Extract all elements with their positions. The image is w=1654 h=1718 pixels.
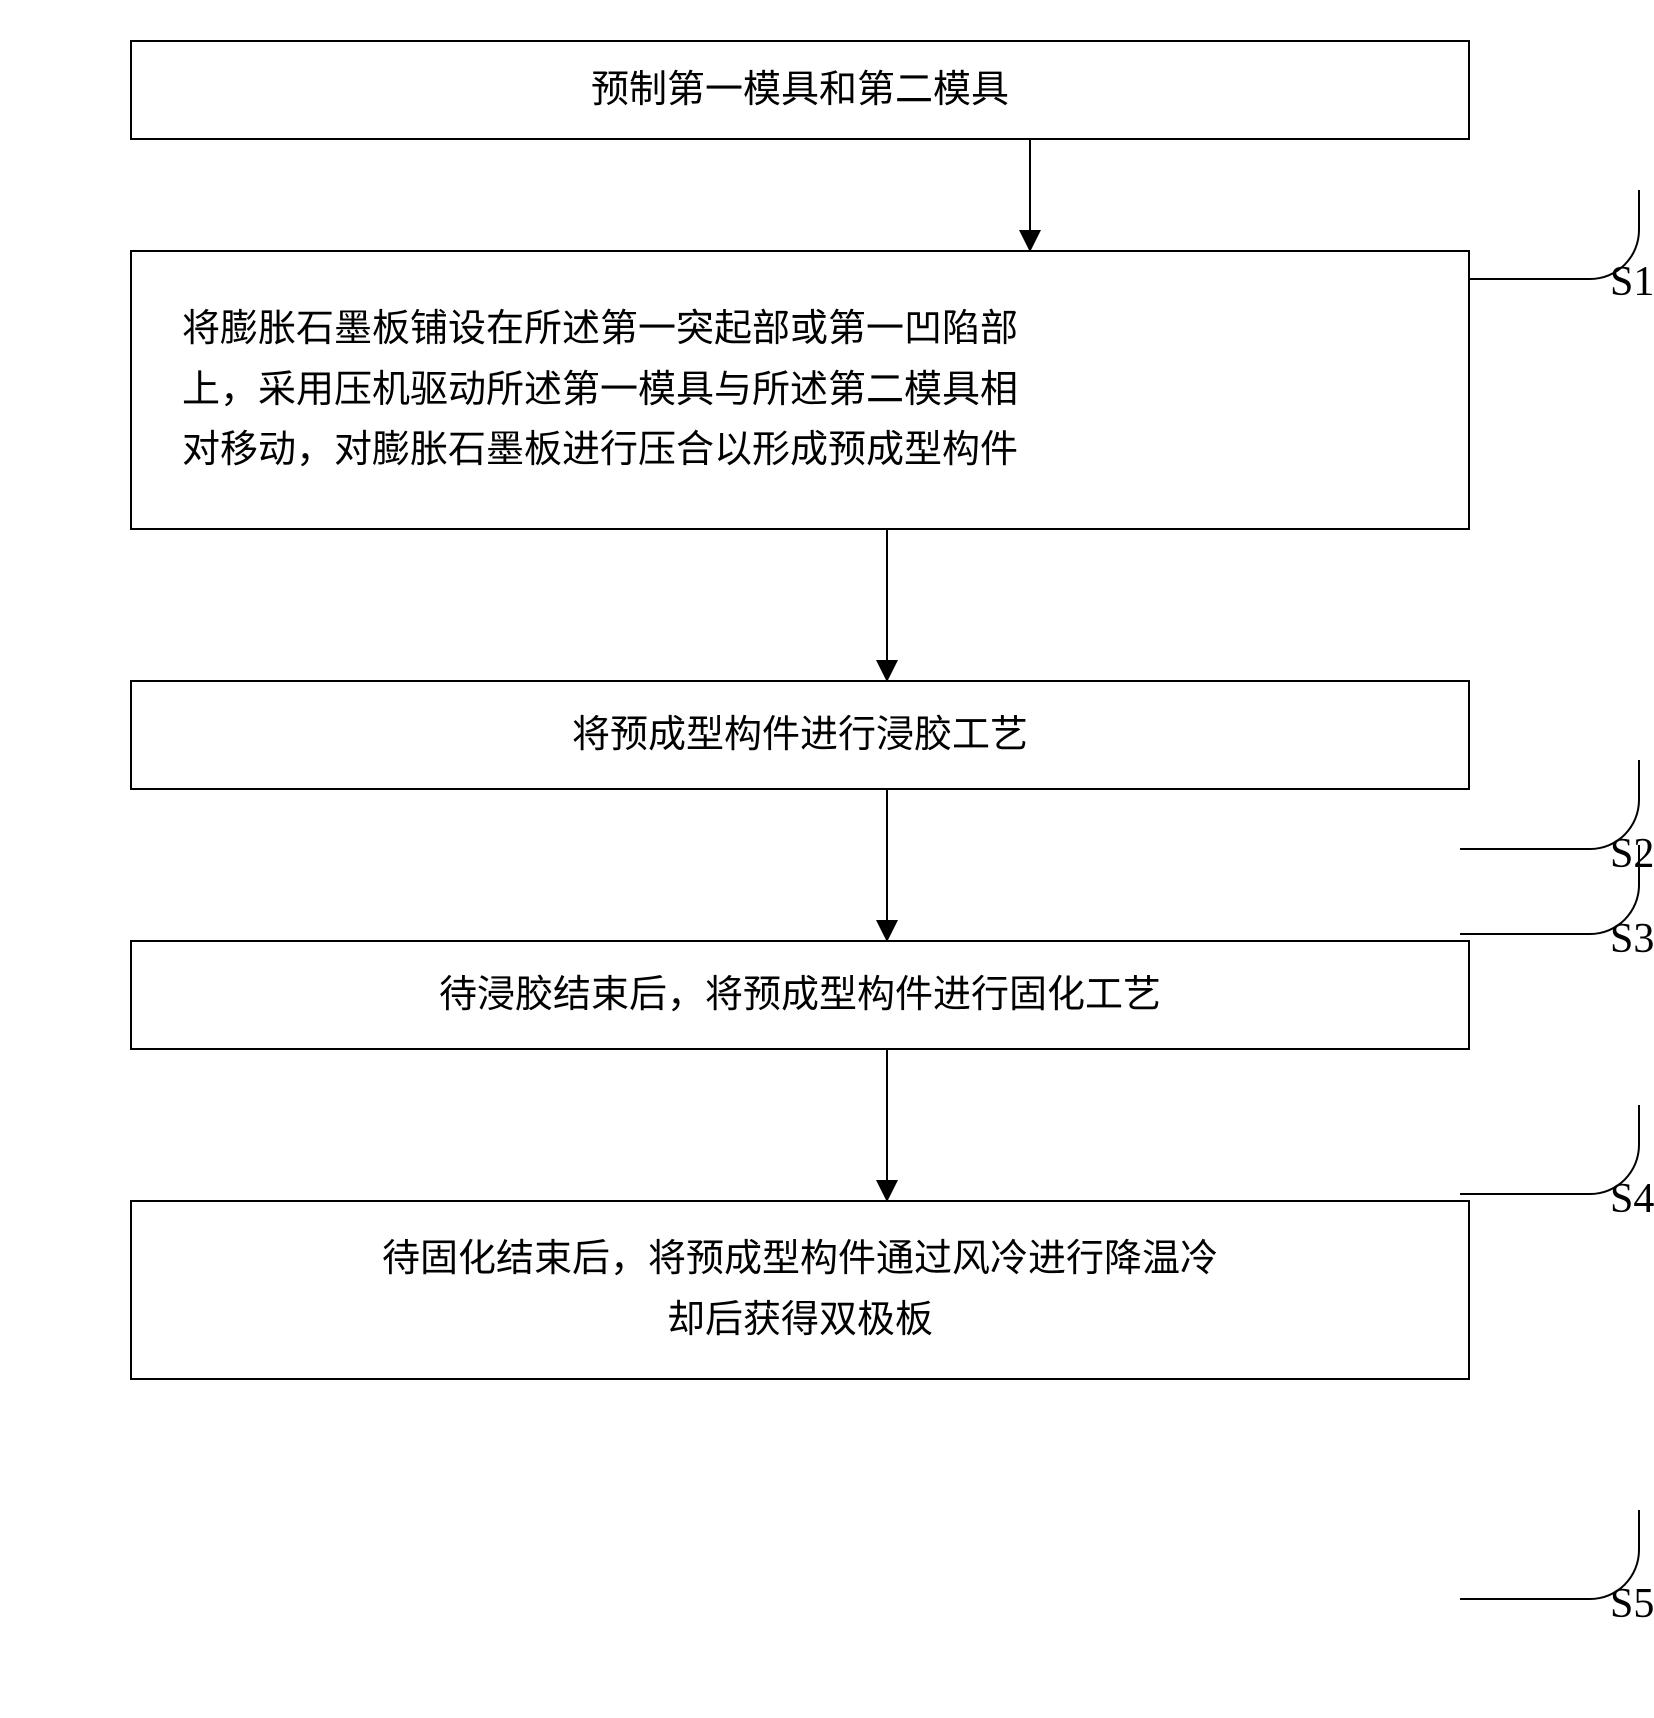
step-s200-box: 将膨胀石墨板铺设在所述第一突起部或第一凹陷部 上，采用压机驱动所述第一模具与所述… — [130, 250, 1470, 530]
flowchart-container: 预制第一模具和第二模具 S100 将膨胀石墨板铺设在所述第一突起部或第一凹陷部 … — [60, 40, 1594, 1380]
step-s500-line1: 待固化结束后，将预成型构件通过风冷进行降温冷 — [382, 1229, 1218, 1290]
step-s500-box: 待固化结束后，将预成型构件通过风冷进行降温冷 却后获得双极板 — [130, 1200, 1470, 1380]
step-s400-text: 待浸胶结束后，将预成型构件进行固化工艺 — [439, 965, 1161, 1026]
step-s200-line3: 对移动，对膨胀石墨板进行压合以形成预成型构件 — [182, 420, 1018, 481]
arrow-3-container — [192, 790, 1532, 940]
step-s300-container: 将预成型构件进行浸胶工艺 S300 — [60, 680, 1594, 790]
step-s500-container: 待固化结束后，将预成型构件通过风冷进行降温冷 却后获得双极板 S500 — [60, 1200, 1594, 1380]
step-s300-label: S300 — [1610, 915, 1654, 963]
step-s500-label: S500 — [1610, 1580, 1654, 1628]
arrow-s200-s300 — [886, 530, 888, 680]
step-s200-line1: 将膨胀石墨板铺设在所述第一突起部或第一凹陷部 — [182, 299, 1018, 360]
step-s400-container: 待浸胶结束后，将预成型构件进行固化工艺 S400 — [60, 940, 1594, 1050]
step-s100-label: S100 — [1610, 258, 1654, 306]
step-s100-container: 预制第一模具和第二模具 S100 — [60, 40, 1594, 140]
step-s400-label: S400 — [1610, 1175, 1654, 1223]
step-s400-box: 待浸胶结束后，将预成型构件进行固化工艺 — [130, 940, 1470, 1050]
step-s200-container: 将膨胀石墨板铺设在所述第一突起部或第一凹陷部 上，采用压机驱动所述第一模具与所述… — [60, 250, 1594, 530]
arrow-s100-s200 — [1029, 140, 1031, 250]
step-s300-box: 将预成型构件进行浸胶工艺 — [130, 680, 1470, 790]
step-s100-box: 预制第一模具和第二模具 — [130, 40, 1470, 140]
arrow-s400-s500 — [886, 1050, 888, 1200]
step-s200-line2: 上，采用压机驱动所述第一模具与所述第二模具相 — [182, 360, 1018, 421]
arrow-1-container — [192, 140, 1532, 250]
step-s500-line2: 却后获得双极板 — [667, 1290, 933, 1351]
arrow-4-container — [192, 1050, 1532, 1200]
step-s300-text: 将预成型构件进行浸胶工艺 — [572, 705, 1028, 766]
arrow-2-container — [192, 530, 1532, 680]
arrow-s300-s400 — [886, 790, 888, 940]
step-s100-text: 预制第一模具和第二模具 — [591, 60, 1009, 121]
